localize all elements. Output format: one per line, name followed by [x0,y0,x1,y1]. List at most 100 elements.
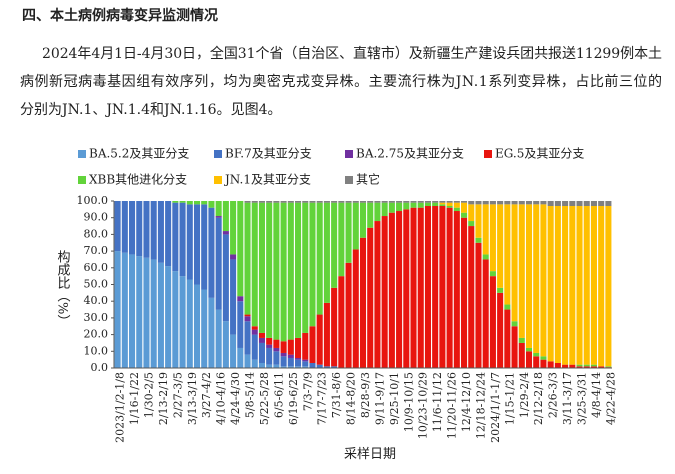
bar-segment [410,207,417,368]
bar-segment [295,359,302,367]
x-tick-label: 5/8-5/14 [244,372,257,418]
x-tick-label: 12/4-12/10 [460,372,473,432]
bar-segment [417,207,424,368]
bar-segment [446,202,453,207]
bar-segment [287,339,294,355]
bar-segment [468,201,475,205]
bar-segment [331,287,338,367]
bar-segment [359,202,367,238]
bar-segment [230,259,237,335]
bar-segment [424,201,431,203]
bar-segment [316,364,323,368]
bar-segment [273,364,280,368]
bar-segment [367,201,374,203]
bar-segment [518,342,525,368]
bar-segment [367,202,374,228]
bar-segment [497,204,504,288]
bar-segment [598,201,605,207]
bar-segment [410,201,417,203]
bar-segment [554,362,561,368]
bar-segment [201,201,208,205]
bar-segment [504,204,511,305]
legend-label: BA.5.2及其亚分支 [89,147,189,161]
bar-segment [518,204,525,338]
bar-segment [461,212,468,218]
bar-segment [605,206,612,367]
bar-segment [215,201,222,217]
bar-segment [237,301,244,348]
bar-segment [417,202,424,208]
bar-segment [244,314,251,317]
bar-segment [482,259,489,368]
bar-segment [136,201,143,257]
y-tick-label: 0.0 [91,361,109,374]
bar-segment [453,201,460,203]
x-tick-label: 5/22-5/28 [258,372,271,425]
bar-segment [287,366,294,368]
bar-segment [489,201,496,205]
x-tick-label: 2/13-2/19 [157,372,170,425]
bar-segment [461,201,468,203]
bar-segment [295,202,302,338]
bar-segment [323,202,330,303]
bar-segment [280,366,287,368]
bar-segment [569,206,576,365]
bar-segment [222,321,229,368]
bar-segment [338,202,345,277]
bar-segment [569,201,576,207]
bar-segment [287,354,294,358]
bar-segment [489,204,496,272]
bar-segment [121,201,128,253]
bar-segment [222,231,229,235]
bar-segment [302,361,309,367]
bar-segment [237,347,244,368]
bar-segment [251,201,258,203]
bar-segment [230,201,237,255]
bar-segment [504,201,511,205]
x-tick-label: 3/27-4/2 [200,372,213,418]
bar-segment [316,314,323,365]
bar-segment [468,226,475,368]
legend-swatch [78,150,86,158]
bar-segment [338,276,345,368]
x-tick-label: 6/19-6/25 [287,372,300,425]
bar-segment [598,206,605,367]
bar-segment [381,216,388,368]
bar-segment [201,204,208,290]
bar-segment [193,204,201,285]
bar-segment [396,201,403,203]
bar-segment [583,366,590,368]
bar-segment [590,366,597,368]
bar-segment [359,201,367,203]
bar-segment [266,347,273,365]
bar-segment [432,202,439,207]
bar-segment [121,252,128,368]
bar-segment [453,211,460,368]
legend-label: JN.1及其亚分支 [223,173,311,187]
x-tick-label: 9/11-9/17 [373,372,386,425]
x-tick-label: 2024/1/1-1/7 [489,372,502,443]
bar-segment [129,201,136,255]
bar-segment [143,257,150,368]
bar-segment [251,329,258,335]
bar-segment [533,204,540,353]
bar-segment [316,201,323,203]
bar-segment [439,202,446,205]
x-tick-label: 3/25-3/31 [576,372,589,425]
bar-segment [590,201,597,207]
bar-segment [129,254,136,368]
bar-segment [511,204,518,322]
bar-segment [374,221,381,368]
bar-segment [598,366,605,368]
bar-segment [525,201,533,205]
bar-segment [251,202,258,327]
bar-segment [193,201,201,205]
bar-segment [547,206,554,362]
section-heading: 四、本土病例病毒变异监测情况 [22,7,218,24]
bar-segment [331,202,338,288]
bar-segment [374,201,381,203]
bar-segment [540,356,547,360]
y-axis-label: 构成比（%） [55,250,71,327]
bar-segment [475,242,482,368]
